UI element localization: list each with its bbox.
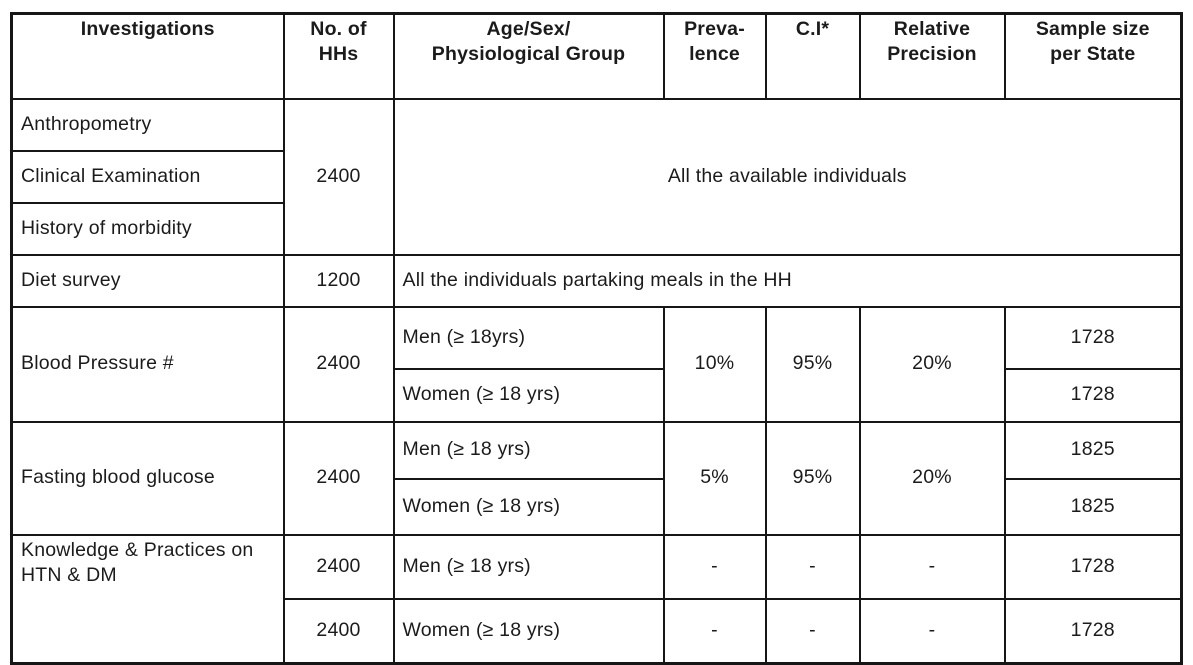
cell-sample-fbg-women: 1825 — [1003, 477, 1183, 536]
cell-hhs-diet-survey: 1200 — [282, 253, 395, 308]
cell-investigation-knowledge-practices: Knowledge & Practices on HTN & DM — [10, 533, 285, 665]
cell-investigation-clinical-examination: Clinical Examination — [10, 149, 285, 204]
cell-ci-kp-women: - — [764, 597, 861, 665]
cell-group-fbg-women: Women (≥ 18 yrs) — [392, 477, 665, 536]
table-header-row: Investigations No. of HHs Age/Sex/ Physi… — [10, 12, 1183, 100]
table-row-fasting-glucose-men: Fasting blood glucose 2400 Men (≥ 18 yrs… — [10, 420, 1183, 536]
sampling-design-table: Investigations No. of HHs Age/Sex/ Physi… — [10, 12, 1183, 665]
table-row-knowledge-practices-women: 2400 Women (≥ 18 yrs) - - - 1728 — [12, 597, 1183, 665]
cell-sample-kp-women: 1728 — [1003, 597, 1183, 665]
header-sample-size: Sample size per State — [1003, 12, 1183, 100]
cell-ci-fasting-glucose: 95% — [764, 420, 861, 536]
header-prevalence: Preva- lence — [662, 12, 767, 100]
cell-group-bp-men: Men (≥ 18yrs) — [392, 305, 665, 370]
cell-sample-bp-women: 1728 — [1003, 367, 1183, 423]
cell-investigation-history-of-morbidity: History of morbidity — [10, 201, 285, 256]
cell-sample-kp-men: 1728 — [1003, 533, 1183, 600]
table-row-diet-survey: Diet survey 1200 All the individuals par… — [10, 253, 1183, 308]
table-row-blood-pressure-men: Blood Pressure # 2400 Men (≥ 18yrs) 10% … — [10, 305, 1183, 423]
cell-sample-fbg-men: 1825 — [1003, 420, 1183, 480]
cell-hhs-fasting-glucose: 2400 — [282, 420, 395, 536]
cell-hhs-kp-men: 2400 — [282, 533, 395, 600]
cell-relative-precision-fasting-glucose: 20% — [858, 420, 1006, 536]
cell-prevalence-kp-men: - — [662, 533, 767, 600]
cell-group-bp-women: Women (≥ 18 yrs) — [392, 367, 665, 423]
table-row-knowledge-practices-men: Knowledge & Practices on HTN & DM 2400 M… — [10, 533, 1183, 665]
cell-investigation-anthropometry: Anthropometry — [10, 97, 285, 152]
cell-relative-precision-kp-men: - — [858, 533, 1006, 600]
header-no-of-hhs: No. of HHs — [282, 12, 395, 100]
cell-hhs-anthropometry-group: 2400 — [282, 97, 395, 256]
cell-group-fbg-men: Men (≥ 18 yrs) — [392, 420, 665, 480]
cell-prevalence-fasting-glucose: 5% — [662, 420, 767, 536]
cell-sample-bp-men: 1728 — [1003, 305, 1183, 370]
cell-prevalence-kp-women: - — [662, 597, 767, 665]
cell-note-all-available-individuals: All the available individuals — [392, 97, 1183, 256]
table-row-blood-pressure-women: Women (≥ 18 yrs) 1728 — [12, 367, 1183, 423]
table-row-history-of-morbidity: History of morbidity — [10, 201, 1182, 256]
cell-ci-blood-pressure: 95% — [764, 305, 861, 423]
cell-investigation-blood-pressure: Blood Pressure # — [10, 305, 285, 423]
table-row-fasting-glucose-women: Women (≥ 18 yrs) 1825 — [12, 477, 1183, 536]
cell-prevalence-blood-pressure: 10% — [662, 305, 767, 423]
header-investigations: Investigations — [10, 12, 285, 100]
header-age-sex-group: Age/Sex/ Physiological Group — [392, 12, 665, 100]
cell-relative-precision-blood-pressure: 20% — [858, 305, 1006, 423]
cell-hhs-blood-pressure: 2400 — [282, 305, 395, 423]
table-row-clinical-examination: Clinical Examination — [10, 149, 1182, 204]
cell-group-kp-men: Men (≥ 18 yrs) — [392, 533, 665, 600]
table-row-anthropometry: Anthropometry 2400 All the available ind… — [10, 97, 1183, 256]
header-relative-precision: Relative Precision — [858, 12, 1006, 100]
cell-group-kp-women: Women (≥ 18 yrs) — [392, 597, 665, 665]
header-ci: C.I* — [764, 12, 861, 100]
cell-note-partaking-meals: All the individuals partaking meals in t… — [392, 253, 1183, 308]
cell-investigation-diet-survey: Diet survey — [10, 253, 285, 308]
cell-ci-kp-men: - — [764, 533, 861, 600]
cell-hhs-kp-women: 2400 — [282, 597, 395, 665]
cell-relative-precision-kp-women: - — [858, 597, 1006, 665]
cell-investigation-fasting-glucose: Fasting blood glucose — [10, 420, 285, 536]
